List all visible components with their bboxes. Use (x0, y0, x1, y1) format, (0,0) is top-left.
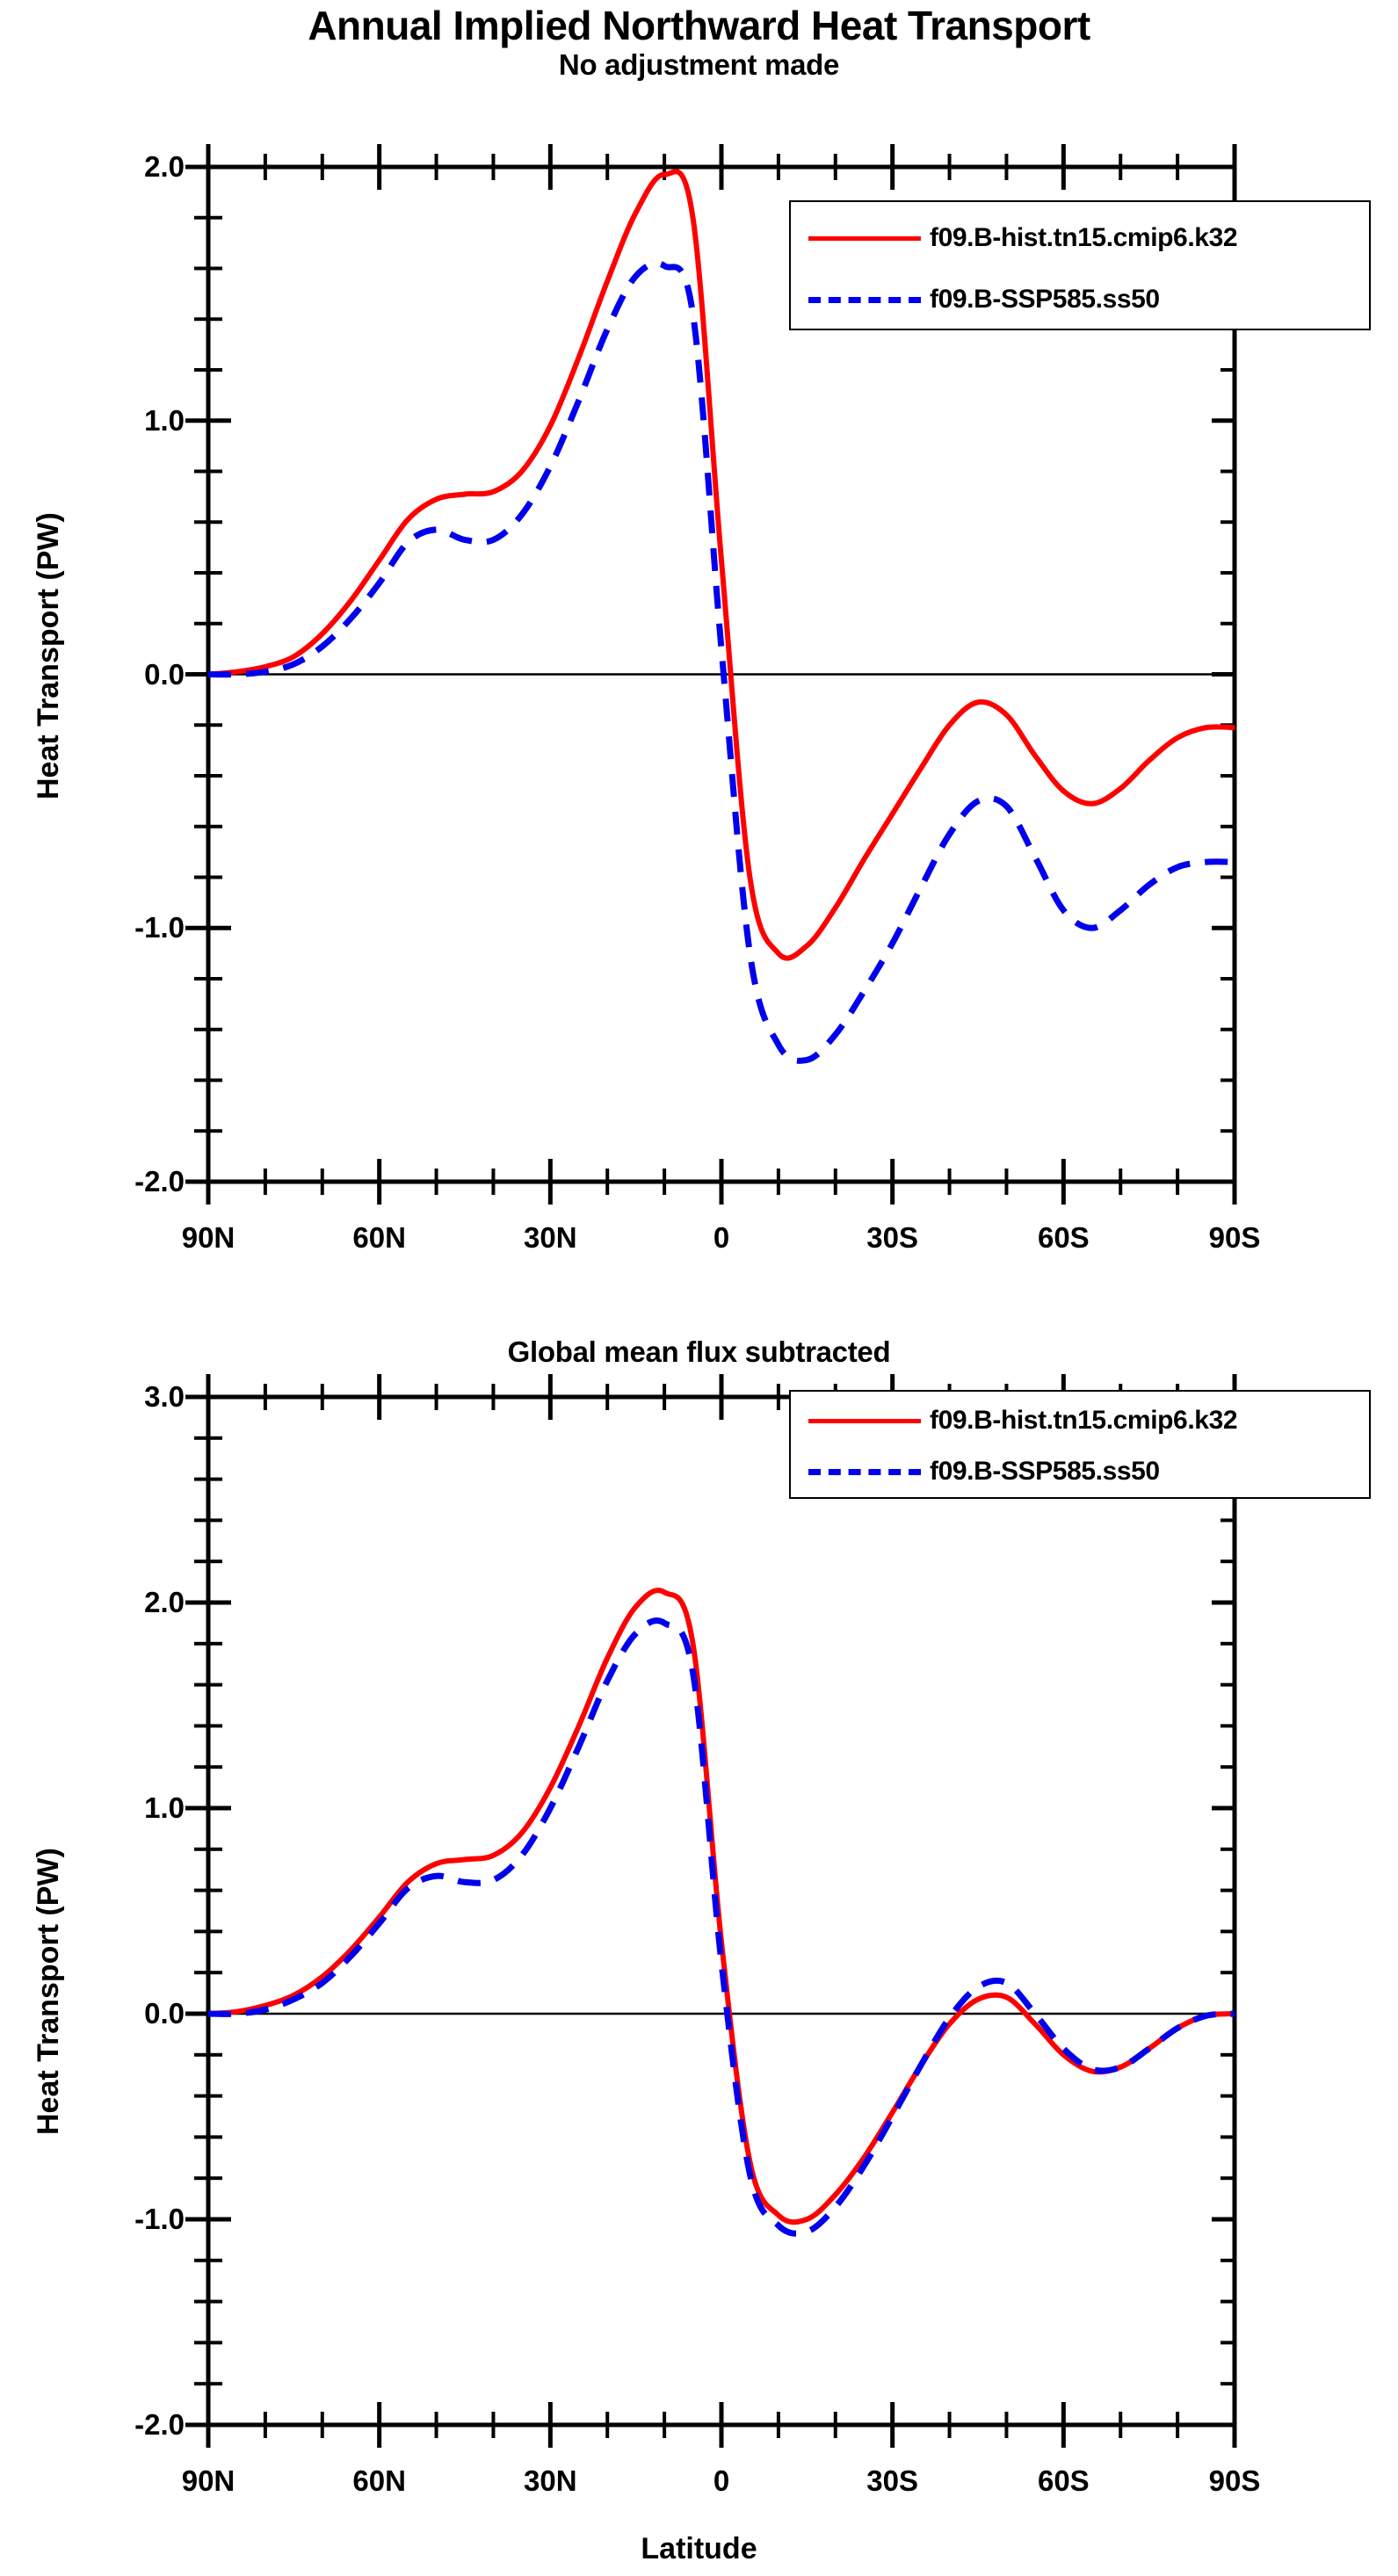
x-tick-label: 30S (866, 2464, 919, 2497)
x-tick-label: 0 (713, 2464, 730, 2497)
y-axis-label: Heat Transport (PW) (32, 1848, 65, 2135)
legend-line-swatch (808, 296, 921, 303)
y-axis-label: Heat Transport (PW) (32, 512, 65, 800)
plot-frame (206, 1394, 1237, 2428)
x-tick-label: 60S (1037, 1221, 1090, 1254)
y-tick-label: -2.0 (134, 2408, 185, 2441)
legend-item[interactable]: f09.B-SSP585.ss50 (808, 1457, 1160, 1487)
y-tick-label: -1.0 (134, 2203, 185, 2235)
y-tick-label: 2.0 (144, 150, 185, 183)
legend-label: f09.B-hist.tn15.cmip6.k32 (930, 1406, 1238, 1435)
x-tick-label: 60N (352, 1221, 406, 1254)
y-tick-label: -2.0 (134, 1165, 185, 1198)
y-tick-label: 1.0 (144, 1791, 185, 1824)
series-line-historical (208, 1588, 1235, 2225)
figure-title: Annual Implied Northward Heat Transport (308, 3, 1090, 48)
legend: f09.B-hist.tn15.cmip6.k32 f09.B-SSP585.ss… (789, 1390, 1371, 1499)
legend-line-swatch (808, 1418, 921, 1423)
x-tick-label: 90S (1208, 2464, 1261, 2497)
legend-item[interactable]: f09.B-hist.tn15.cmip6.k32 (808, 1406, 1238, 1436)
x-tick-label: 30N (524, 2464, 577, 2497)
x-tick-label: 90N (181, 2464, 235, 2497)
series-group (208, 169, 1235, 1064)
plot-canvas (185, 144, 1237, 1205)
x-tick-label: 30N (524, 1221, 577, 1254)
panel-no-adjustment: No adjustment made Heat Transport (PW) 2… (32, 48, 1371, 1254)
x-tick-label: 90S (1208, 1221, 1261, 1254)
y-tick-label: 2.0 (144, 1586, 185, 1618)
x-tick-label: 60S (1037, 2464, 1090, 2497)
legend: f09.B-hist.tn15.cmip6.k32 f09.B-SSP585.ss… (789, 200, 1371, 330)
panel-global-mean-subtracted: Global mean flux subtracted Heat Transpo… (0, 1318, 1398, 2576)
x-tick-label: 30S (866, 1221, 919, 1254)
y-tick-label: 0.0 (144, 1997, 185, 2030)
legend-line-swatch (808, 235, 921, 241)
plot-canvas (185, 1374, 1237, 2448)
panel-title: No adjustment made (558, 48, 840, 81)
panel-title: Global mean flux subtracted (507, 1335, 891, 1368)
legend-item[interactable]: f09.B-hist.tn15.cmip6.k32 (808, 223, 1238, 253)
series-line-historical (208, 169, 1235, 961)
y-tick-label: 3.0 (144, 1380, 185, 1413)
legend-line-swatch (808, 1468, 921, 1475)
series-group (208, 1588, 1235, 2237)
y-tick-label: 1.0 (144, 403, 185, 437)
legend-item[interactable]: f09.B-SSP585.ss50 (808, 285, 1160, 315)
series-line-ssp585 (208, 260, 1235, 1064)
legend-label: f09.B-SSP585.ss50 (930, 1457, 1160, 1486)
legend-label: f09.B-SSP585.ss50 (930, 285, 1160, 314)
x-tick-label: 90N (181, 1221, 235, 1254)
y-tick-label: -1.0 (134, 911, 185, 944)
x-tick-label: 0 (713, 1221, 730, 1254)
x-axis-label: Latitude (641, 2532, 757, 2565)
x-tick-label: 60N (352, 2464, 406, 2497)
legend-label: f09.B-hist.tn15.cmip6.k32 (930, 223, 1238, 252)
series-line-ssp585 (208, 1617, 1235, 2237)
y-tick-label: 0.0 (144, 657, 185, 691)
